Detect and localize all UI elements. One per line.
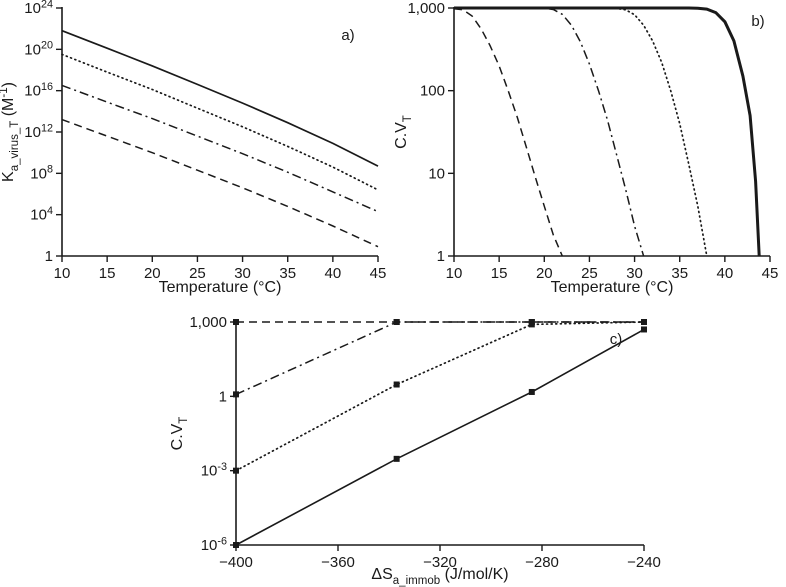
y-tick-label: 100: [420, 83, 445, 100]
y-tick-label: 10-3: [201, 461, 227, 480]
y-axis-title: Ka_virus_T (M-1): [0, 82, 21, 182]
x-tick-label: 25: [581, 265, 598, 282]
series-solid-line: [61, 29, 379, 167]
panel-b-chart: 10 15 20 25 30 35 40 45 1 10 100 1,000 Temperature (…: [393, 0, 786, 300]
x-tick-label: 35: [279, 265, 296, 282]
y-tick-label: 1: [45, 248, 53, 265]
series-dotted-line: [61, 53, 379, 191]
series-dotted-markers-line: [235, 321, 645, 472]
data-marker: [393, 381, 400, 388]
x-tick-label: 40: [717, 265, 734, 282]
x-tick-label: −360: [321, 554, 355, 571]
data-marker: [528, 388, 535, 395]
x-tick-label: 15: [491, 265, 508, 282]
data-marker: [233, 542, 239, 548]
panel-letter-a: a): [341, 27, 354, 44]
series-dotted-curve: [453, 7, 708, 257]
x-tick-label: 20: [144, 265, 161, 282]
y-axis-title: C.VT: [169, 417, 190, 451]
x-tick-label: −400: [219, 554, 253, 571]
series-dashed-line: [61, 118, 379, 248]
y-tick-label: 10-6: [201, 535, 227, 554]
y-tick-label: 104: [30, 205, 53, 224]
series-solid-thick-curve: [454, 6, 761, 257]
y-tick-label: 10: [428, 165, 445, 182]
x-axis-title: Temperature (°C): [551, 279, 674, 296]
data-marker: [233, 319, 239, 325]
y-tick-label: 1: [219, 388, 227, 405]
data-marker: [393, 319, 400, 325]
panel-letter-c: c): [610, 331, 623, 348]
y-tick-label: 1012: [24, 122, 53, 141]
y-tick-label: 1,000: [407, 0, 445, 17]
series-dashed-curve: [453, 7, 563, 257]
data-marker: [528, 321, 535, 328]
x-axis-title: ΔSa_immob (J/mol/K): [371, 566, 508, 587]
panel-c-chart: −400 −360 −320 −280 −240 10-6 10-3 1 1,000 ΔSa_im…: [148, 308, 668, 587]
panel-a-chart: 10 15 20 25 30 35 40 45 1 104 108 1012 1016 1020 1024 T…: [0, 0, 392, 300]
x-tick-label: 30: [626, 265, 643, 282]
series-solid-markers-line: [235, 328, 645, 546]
y-tick-label: 1016: [24, 81, 53, 100]
y-axis-title: C.VT: [394, 115, 414, 149]
chart-svg-a: 10 15 20 25 30 35 40 45 1 104 108 1012 1016 1020 1024 T…: [0, 0, 387, 296]
x-tick-label: 30: [234, 265, 251, 282]
x-tick-label: 40: [325, 265, 342, 282]
series-dashdot-markers-line: [235, 321, 644, 396]
data-marker: [233, 391, 239, 398]
data-marker: [393, 455, 400, 462]
x-tick-label: −240: [627, 554, 661, 571]
y-tick-label: 1: [437, 248, 445, 265]
x-tick-label: 10: [54, 265, 71, 282]
x-axis-title: Temperature (°C): [159, 279, 282, 296]
y-tick-label: 1,000: [189, 314, 227, 331]
x-tick-label: 20: [536, 265, 553, 282]
x-tick-label: 25: [189, 265, 206, 282]
series-dashdot-line: [61, 84, 379, 213]
data-marker: [641, 319, 647, 325]
x-tick-label: 45: [762, 265, 779, 282]
x-tick-label: −280: [525, 554, 559, 571]
chart-svg-c: −400 −360 −320 −280 −240 10-6 10-3 1 1,000 ΔSa_im…: [169, 314, 661, 587]
x-tick-label: 35: [671, 265, 688, 282]
x-tick-label: 10: [446, 265, 463, 282]
x-tick-label: 45: [370, 265, 387, 282]
x-tick-label: 15: [99, 265, 116, 282]
panel-letter-b: b): [751, 13, 764, 30]
y-tick-label: 108: [30, 164, 53, 183]
x-tick-label: −320: [423, 554, 457, 571]
y-tick-label: 1020: [24, 40, 53, 59]
data-marker: [233, 467, 239, 474]
data-marker: [641, 326, 647, 333]
y-tick-label: 1024: [24, 0, 53, 17]
